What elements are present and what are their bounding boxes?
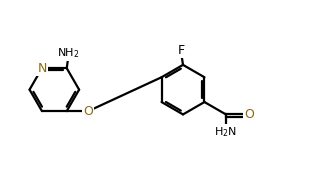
Text: H$_2$N: H$_2$N [214,125,237,139]
Text: O: O [83,105,93,118]
Text: NH$_2$: NH$_2$ [57,46,80,60]
Text: O: O [244,108,254,121]
Text: F: F [178,44,185,57]
Text: N: N [37,62,46,75]
